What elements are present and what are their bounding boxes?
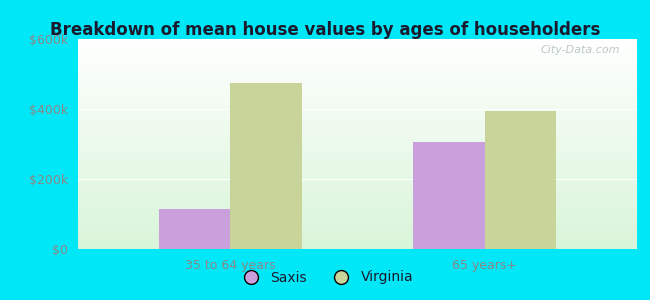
Text: Breakdown of mean house values by ages of householders: Breakdown of mean house values by ages o…: [50, 21, 600, 39]
Bar: [413, 142, 484, 249]
Bar: [159, 209, 231, 249]
Legend: Saxis, Virginia: Saxis, Virginia: [231, 265, 419, 290]
Bar: [231, 83, 302, 249]
Text: City-Data.com: City-Data.com: [541, 45, 620, 55]
Bar: [484, 111, 556, 249]
